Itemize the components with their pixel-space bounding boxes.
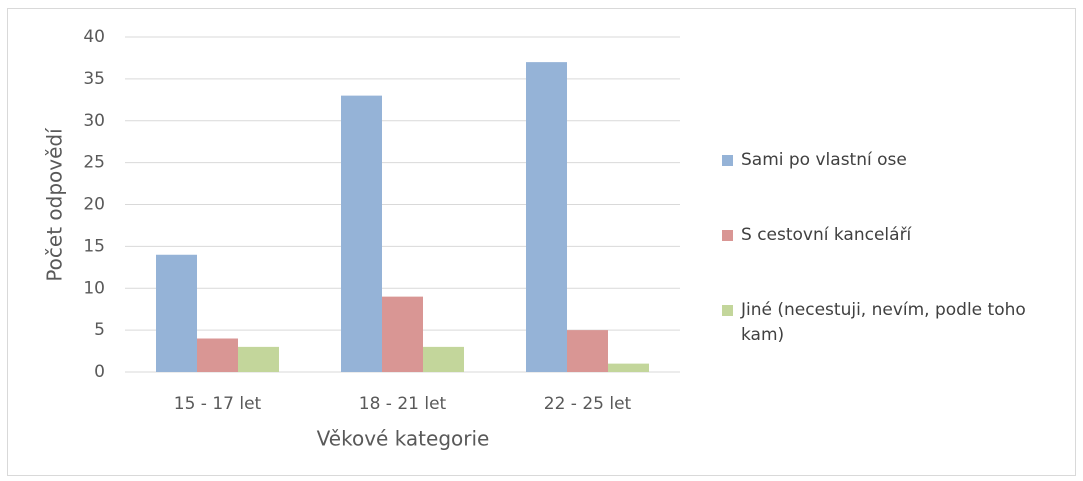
legend-item: Jiné (necestuji, nevím, podle toho kam): [722, 298, 1072, 348]
chart-frame: [7, 8, 1076, 476]
legend-swatch: [722, 230, 733, 241]
legend-label: S cestovní kanceláří: [741, 225, 912, 245]
legend-label: Jiné (necestuji, nevím, podle toho kam): [741, 300, 1026, 345]
legend-item: Sami po vlastní ose: [722, 148, 1072, 173]
legend-swatch: [722, 305, 733, 316]
x-tick-label: 15 - 17 let: [174, 394, 262, 414]
y-tick-label: 15: [83, 236, 105, 256]
y-tick-label: 5: [94, 320, 105, 340]
bar: [197, 338, 238, 372]
x-tick-label: 18 - 21 let: [359, 394, 447, 414]
legend-item: S cestovní kanceláří: [722, 223, 1072, 248]
bar: [567, 330, 608, 372]
bar: [526, 62, 567, 372]
bar: [382, 296, 423, 372]
bar: [156, 254, 197, 372]
legend-swatch: [722, 155, 733, 166]
y-tick-label: 20: [83, 195, 105, 215]
y-tick-label: 35: [83, 69, 105, 89]
bar: [423, 346, 464, 372]
y-tick-label: 25: [83, 153, 105, 173]
y-axis-title: Počet odpovědí: [43, 127, 67, 282]
y-tick-label: 30: [83, 111, 105, 131]
bar: [238, 346, 279, 372]
x-axis-title: Věkové kategorie: [317, 427, 490, 451]
x-tick-label: 22 - 25 let: [544, 394, 632, 414]
y-tick-label: 0: [94, 362, 105, 382]
bar: [341, 95, 382, 372]
y-tick-label: 40: [83, 27, 105, 47]
y-tick-label: 10: [83, 278, 105, 298]
legend-label: Sami po vlastní ose: [741, 150, 907, 170]
legend: Sami po vlastní ose S cestovní kanceláří J…: [722, 148, 1072, 398]
bar: [608, 363, 649, 372]
